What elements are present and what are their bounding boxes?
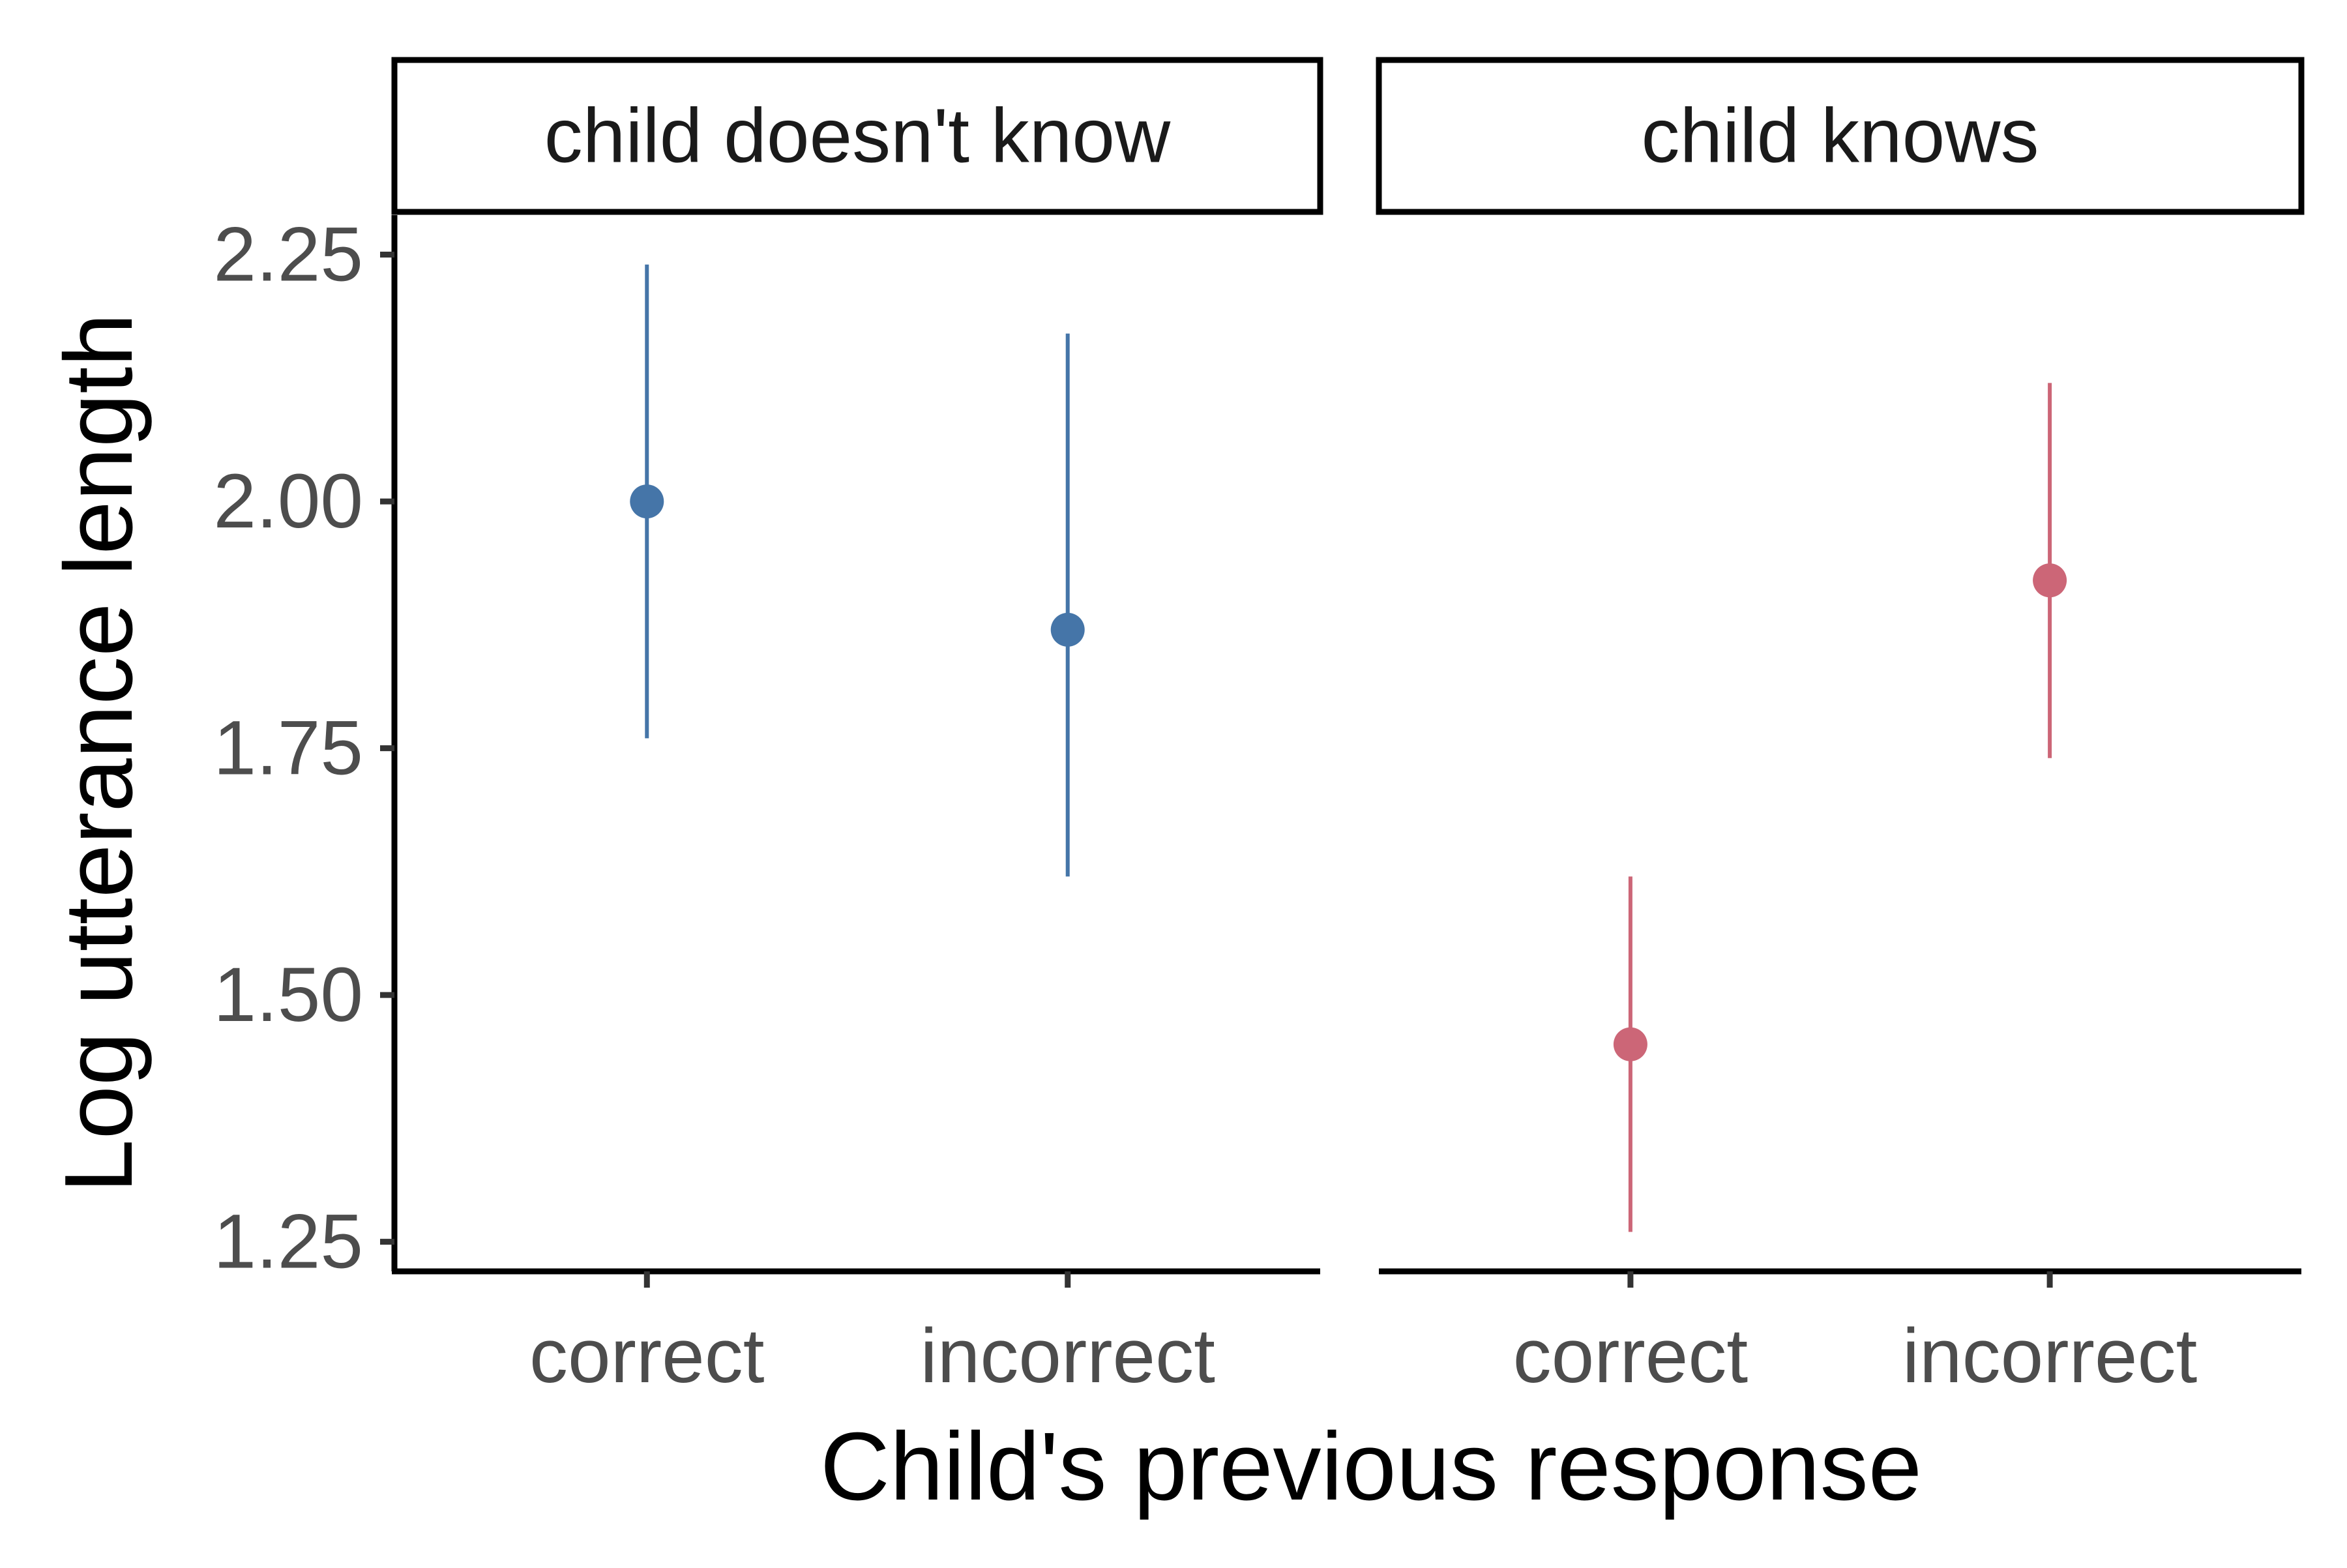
y-tick-label: 2.00 (213, 458, 363, 544)
data-point (630, 484, 664, 519)
x-tick-label: correct (529, 1313, 765, 1399)
mark-layer (630, 264, 2067, 1232)
facet-strip-label: child knows (1642, 93, 2039, 179)
y-tick-label: 1.25 (213, 1199, 363, 1285)
y-axis-title: Log utterance length (45, 313, 153, 1193)
x-tick-label: incorrect (920, 1313, 1215, 1399)
x-tick-label: correct (1513, 1313, 1749, 1399)
facet-strip (391, 57, 1323, 215)
y-tick-label: 2.25 (213, 212, 363, 298)
y-tick-label: 1.75 (213, 705, 363, 791)
data-point (1613, 1027, 1647, 1061)
data-point (2033, 563, 2067, 598)
data-point (1050, 612, 1085, 647)
y-tick-label: 1.50 (213, 952, 363, 1038)
x-tick-label: incorrect (1902, 1313, 2197, 1399)
x-axis-title: Child's previous response (820, 1413, 1922, 1520)
facet-strip (1376, 57, 2305, 215)
axis-layer: 1.25 1.50 1.75 2.00 2.25 child doesn't know co… (213, 57, 2305, 1399)
facet-strip-label: child doesn't know (544, 93, 1171, 179)
